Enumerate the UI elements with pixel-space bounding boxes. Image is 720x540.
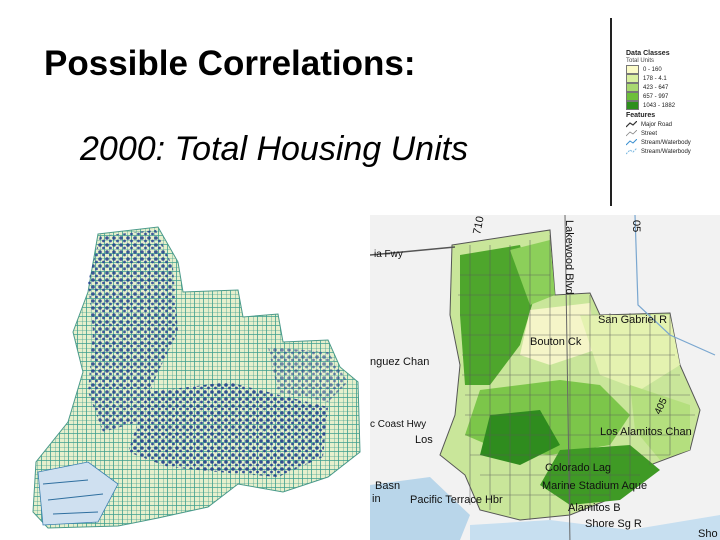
map-label-bouton: Bouton Ck (530, 336, 582, 348)
legend-class-row: 178 - 4.1 (626, 74, 718, 83)
harbor-water (37, 461, 119, 526)
slide-subtitle: 2000: Total Housing Units (80, 130, 469, 168)
housing-points-north (88, 230, 178, 432)
map-label-alamitos-b: Alamitos B (568, 502, 621, 514)
map-label-san-gabriel: San Gabriel R (598, 314, 667, 326)
class-swatch-icon (626, 92, 639, 101)
map-label-marine: Marine Stadium Aque (542, 480, 647, 492)
legend-feature-label: Major Road (641, 121, 673, 128)
harbor-piers (42, 479, 104, 515)
major-road-line-icon (626, 121, 637, 128)
stream-waterbody-line-icon (626, 148, 637, 155)
tract-low-central (520, 303, 595, 365)
legend-class-row: 0 - 160 (626, 65, 718, 74)
tract-high-downtown (480, 410, 560, 465)
map-label-los: Los (415, 434, 433, 446)
map-label-coast-hwy: c Coast Hwy (370, 419, 426, 430)
legend-class-row: 657 - 997 (626, 92, 718, 101)
legend-feature-label: Street (641, 130, 658, 137)
legend-class-label: 423 - 647 (643, 84, 669, 91)
map-label-colorado: Colorado Lag (545, 462, 611, 474)
left-street-density-map (32, 226, 361, 529)
tract-mid-se (630, 385, 690, 460)
map-label-shore-sg: Shore Sg R (585, 518, 642, 530)
freeway-line (370, 246, 456, 256)
legend-class-row: 423 - 647 (626, 83, 718, 92)
class-swatch-icon (626, 101, 639, 110)
class-swatch-icon (626, 83, 639, 92)
legend-divider (610, 18, 612, 206)
housing-points-east (268, 347, 348, 402)
map-legend: Data Classes Total Units 0 - 160 178 - 4… (626, 50, 718, 156)
map-label-605: 05 (630, 220, 642, 232)
map-label-dominguez: nguez Chan (370, 356, 429, 368)
harbor-water (370, 477, 470, 540)
map-label-los-alamitos: Los Alamitos Chan (600, 426, 692, 438)
housing-points-south (128, 382, 328, 477)
lakewood-blvd-line (564, 215, 571, 540)
map-label-fwy: ia Fwy (374, 249, 403, 260)
legend-class-label: 0 - 160 (643, 66, 662, 73)
class-swatch-icon (626, 65, 639, 74)
map-label-pacific-terrace: Pacific Terrace Hbr (410, 494, 503, 506)
slide-title: Possible Correlations: (44, 44, 416, 83)
legend-data-classes-subtitle: Total Units (626, 58, 655, 64)
legend-class-label: 657 - 997 (643, 93, 669, 100)
right-housing-choropleth-map: ia Fwy 710 Lakewood Blvd 05 San Gabriel … (370, 215, 720, 540)
legend-feature-row: Major Road (626, 120, 718, 129)
tract-mid-north (510, 240, 555, 305)
map-label-710: 710 (471, 215, 487, 235)
san-gabriel-river (634, 215, 716, 356)
ocean-water (470, 515, 720, 540)
legend-feature-label: Stream/Waterbody (641, 139, 691, 146)
legend-class-row: 1043 - 1882 (626, 101, 718, 110)
map-label-lakewood: Lakewood Blvd (563, 220, 575, 295)
street-line-icon (626, 130, 637, 137)
map-label-basin: Basn (375, 480, 400, 492)
map-label-sho: Sho (698, 528, 718, 540)
legend-feature-row: Stream/Waterbody (626, 147, 718, 156)
legend-data-classes-title: Data Classes (626, 50, 670, 57)
legend-feature-row: Stream/Waterbody (626, 138, 718, 147)
tract-boundaries (458, 235, 695, 520)
legend-feature-row: Street (626, 129, 718, 138)
legend-class-label: 178 - 4.1 (643, 75, 667, 82)
class-swatch-icon (626, 74, 639, 83)
legend-features-title: Features (626, 112, 656, 119)
stream-waterbody-icon (626, 139, 637, 146)
map-label-in: in (372, 493, 381, 505)
legend-class-label: 1043 - 1882 (643, 102, 676, 109)
legend-feature-label: Stream/Waterbody (641, 148, 691, 155)
